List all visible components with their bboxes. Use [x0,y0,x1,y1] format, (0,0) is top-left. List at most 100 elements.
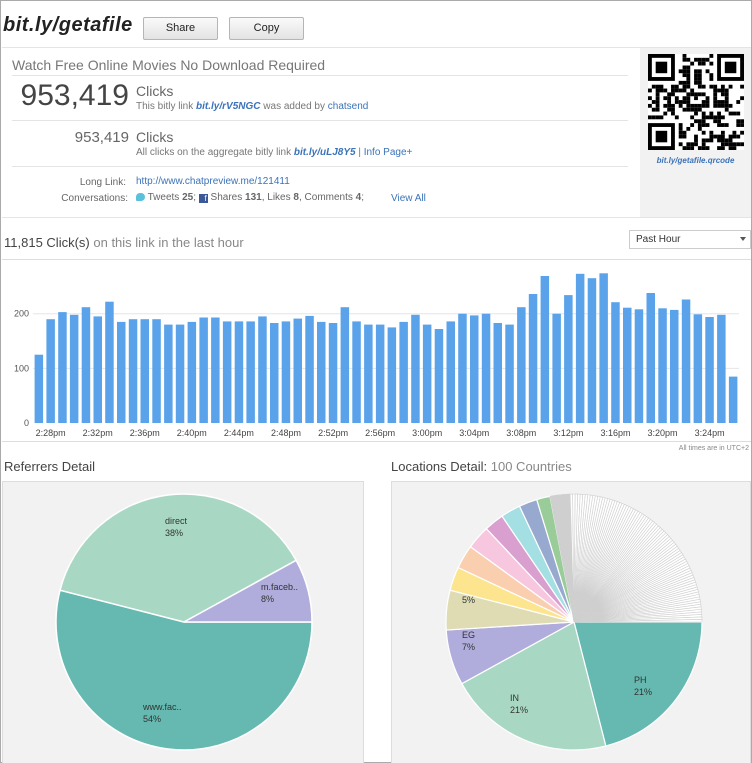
bar[interactable] [246,321,255,423]
bar[interactable] [646,293,656,423]
bar[interactable] [199,317,208,424]
pie-slice[interactable] [59,493,298,623]
user-link[interactable]: chatsend [327,101,369,112]
pie-label: direct [165,516,188,526]
bar[interactable] [411,314,420,423]
qr-module [678,130,683,135]
view-all-link[interactable]: View All [391,193,426,204]
bar[interactable] [470,315,479,423]
qr-module [682,107,687,112]
bar[interactable] [717,314,726,423]
bar[interactable] [164,324,173,423]
bar[interactable] [540,276,550,423]
bar[interactable] [328,323,338,423]
qr-module [720,100,725,104]
share-button[interactable]: Share [143,17,218,40]
qr-module [697,61,702,66]
bar[interactable] [728,376,738,423]
bar[interactable] [175,324,185,423]
bar[interactable] [234,321,244,423]
qr-module [686,80,691,85]
qr-code-image[interactable] [648,54,744,150]
desc-mid: was added by [263,101,325,112]
bar[interactable] [81,307,91,423]
bar[interactable] [270,323,279,423]
bar[interactable] [611,302,620,423]
divider [12,166,628,167]
bar[interactable] [634,309,644,423]
bar[interactable] [293,318,303,423]
bar[interactable] [152,319,161,423]
bar[interactable] [481,313,491,423]
qr-module [697,123,702,127]
bar[interactable] [340,307,350,423]
pie-slice[interactable] [573,621,703,747]
bar[interactable] [105,301,114,423]
bar[interactable] [681,299,691,424]
qr-module [705,103,710,108]
bar[interactable] [140,319,150,423]
bar[interactable] [58,312,67,423]
bar[interactable] [575,273,585,423]
bar[interactable] [69,314,79,423]
qr-panel: bit.ly/getafile.qrcode [640,48,751,218]
bar[interactable] [317,321,326,423]
qr-module [732,111,737,116]
pie-slice-other[interactable] [573,619,703,623]
bar[interactable] [422,324,432,423]
bar[interactable] [211,317,220,424]
bar[interactable] [528,294,538,423]
bar[interactable] [505,324,514,423]
aggregate-link[interactable]: bit.ly/uLJ8Y5 [293,147,356,158]
qr-module [690,142,695,147]
time-range-select[interactable]: Past Hour [629,230,751,249]
aggregate-clicks-label: Clicks [136,129,174,145]
bar[interactable] [705,317,714,423]
bar[interactable] [281,321,291,423]
bar[interactable] [493,323,503,423]
bar[interactable] [564,295,573,423]
qr-module [671,111,675,116]
bar[interactable] [693,314,703,423]
pie-slice[interactable] [183,559,313,623]
bar[interactable] [46,319,55,423]
long-link[interactable]: http://www.chatpreview.me/121411 [136,176,290,187]
bar[interactable] [670,309,679,423]
qr-module [655,96,660,101]
tweets-count: 25 [182,192,194,203]
qr-module [686,96,691,101]
qr-module [686,84,691,89]
bar[interactable] [117,321,126,423]
bar[interactable] [658,308,667,424]
bar[interactable] [222,321,232,423]
pie-slice[interactable] [461,621,607,751]
qr-module [697,73,702,78]
hourly-bar-chart: 0 100 200 2:28pm 2:32pm 2:36pm 2:40pm 2:44pm 2:4… [2,259,751,442]
bar[interactable] [623,307,632,423]
bar[interactable] [446,321,456,423]
qr-module [709,61,714,66]
short-link[interactable]: bit.ly/rV5NGC [196,101,261,112]
bar[interactable] [587,278,597,423]
info-page-link[interactable]: Info Page+ [363,147,413,158]
bar[interactable] [434,329,444,423]
bar[interactable] [552,313,561,423]
qr-link[interactable]: bit.ly/getafile.qrcode [656,156,735,165]
bar[interactable] [599,273,608,423]
bar[interactable] [187,321,197,423]
bar[interactable] [517,307,526,423]
bar[interactable] [34,354,44,423]
bar[interactable] [399,321,408,423]
bar[interactable] [128,319,138,423]
bar[interactable] [93,316,103,423]
bar[interactable] [364,324,373,423]
bar[interactable] [352,321,361,423]
qr-module [701,84,706,89]
bar[interactable] [458,313,467,423]
pie-slice[interactable] [55,589,313,751]
bar[interactable] [258,316,267,423]
bar[interactable] [375,324,385,423]
bar[interactable] [387,327,397,423]
bar[interactable] [305,315,314,423]
copy-button[interactable]: Copy [229,17,304,40]
